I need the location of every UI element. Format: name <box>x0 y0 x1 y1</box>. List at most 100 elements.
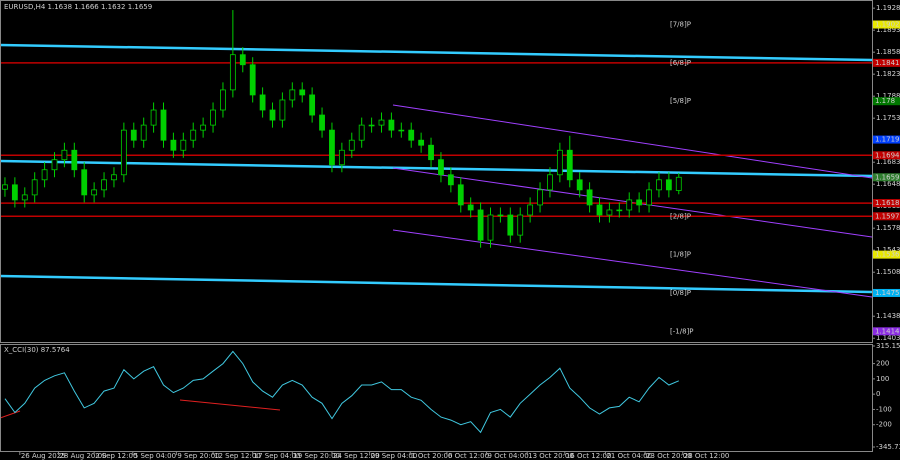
candle-body <box>299 89 306 96</box>
x-tick-label: 6 Oct 12:00 <box>448 452 489 460</box>
x-tick-label: 16 Oct 12:00 <box>566 452 612 460</box>
candle-body <box>259 94 266 111</box>
candle-body <box>200 124 207 131</box>
candle-body <box>428 144 434 161</box>
level-box <box>873 151 900 160</box>
candle-body <box>418 139 425 146</box>
level-label: 1.1597 <box>875 212 900 220</box>
x-tick-label: 24 Sep 12:00 <box>333 452 380 460</box>
x-tick-label: 5 Sep 04:00 <box>134 452 176 460</box>
candle-body <box>507 214 514 236</box>
candle-body <box>249 64 256 96</box>
candle-body <box>180 139 187 151</box>
y-tick-label: 1.1928 <box>876 4 900 12</box>
y-tick-label: -345.7354 <box>876 443 900 451</box>
trend-line <box>0 274 873 294</box>
level-label: 1.1659 <box>875 173 900 181</box>
candle-body <box>190 129 197 141</box>
candle-body <box>388 119 395 131</box>
level-label: 1.1694 <box>875 151 900 159</box>
y-tick-label: 315.1542 <box>876 342 900 350</box>
candle-body <box>398 129 405 132</box>
level-box <box>873 58 900 67</box>
murray-label: [-1/8]P <box>670 327 693 335</box>
y-tick-label: 1.1753 <box>876 114 900 122</box>
candle-body <box>576 179 583 191</box>
candle-body <box>675 176 682 191</box>
candle-body <box>527 204 534 216</box>
y-tick-label: 200 <box>876 360 889 368</box>
candle-body <box>101 179 107 191</box>
candle-body <box>269 109 276 121</box>
candle-body <box>309 94 316 116</box>
candle-body <box>150 109 157 126</box>
candle-body <box>556 149 563 176</box>
level-box <box>873 135 900 144</box>
trend-line <box>0 159 873 178</box>
x-tick-label: 28 Aug 20:00 <box>59 452 106 460</box>
y-tick-label: 1.1648 <box>876 180 900 188</box>
level-box <box>873 212 900 221</box>
y-tick-label: -200 <box>876 421 892 429</box>
candle-body <box>656 179 662 191</box>
candle-body <box>477 209 484 241</box>
y-tick-label: 1.1788 <box>876 92 900 100</box>
x-tick-label: 2 Sep 12:00 <box>95 452 137 460</box>
y-tick-label: 100 <box>876 375 889 383</box>
candle-body <box>229 54 236 91</box>
candle-body <box>606 209 613 216</box>
candle-body <box>61 149 68 161</box>
candle-body <box>160 109 167 141</box>
candle-body <box>547 174 553 191</box>
level-label: 1.1841 <box>875 59 900 67</box>
candle-body <box>457 184 464 206</box>
candle-body <box>438 159 444 176</box>
x-tick-label: 12 Sep 12:00 <box>214 452 261 460</box>
murray-label: [5/8]P <box>670 97 691 105</box>
candle-body <box>626 199 633 211</box>
candle-body <box>408 129 415 141</box>
y-tick-label: 1.1508 <box>876 268 900 276</box>
candle-body <box>596 204 603 216</box>
cci-panel <box>0 350 679 434</box>
x-tick-label: 19 Sep 20:00 <box>293 452 340 460</box>
candle-body <box>368 124 375 127</box>
y-tick-label: 1.1543 <box>876 246 900 254</box>
level-label: 1.178 <box>875 97 895 105</box>
candle-body <box>239 54 246 66</box>
cci-trend-line <box>179 399 281 411</box>
candle-body <box>646 189 652 206</box>
x-tick-label: 23 Oct 20:00 <box>646 452 692 460</box>
candle-body <box>566 149 573 181</box>
price-frame <box>0 0 873 343</box>
level-label: 1.1536 <box>875 251 900 259</box>
cci-trend-line <box>0 410 21 419</box>
murray-label: [0/8]P <box>670 289 691 297</box>
candle-body <box>2 184 8 190</box>
candle-body <box>51 159 58 171</box>
level-box <box>873 288 900 297</box>
candle-body <box>338 149 345 166</box>
murray-label: [1/8]P <box>670 251 691 259</box>
candle-body <box>170 139 177 151</box>
candle-body <box>210 109 216 126</box>
price-panel <box>0 10 873 298</box>
candle-body <box>71 149 78 171</box>
x-tick-label: 26 Aug 2025 <box>21 452 66 460</box>
level-box <box>873 20 900 29</box>
candle-body <box>636 199 643 206</box>
y-tick-label: 1.1893 <box>876 26 900 34</box>
candle-body <box>130 129 137 141</box>
x-tick-label: 29 Sep 04:00 <box>371 452 418 460</box>
candle-body <box>279 99 286 121</box>
channel-line <box>392 229 873 298</box>
y-tick-label: 1.1823 <box>876 70 900 78</box>
candle-body <box>21 194 28 201</box>
level-box <box>873 97 900 106</box>
candle-body <box>487 214 494 241</box>
level-label: 1.1902 <box>875 21 900 29</box>
x-tick-label: 21 Oct 04:00 <box>606 452 652 460</box>
level-box <box>873 199 900 208</box>
